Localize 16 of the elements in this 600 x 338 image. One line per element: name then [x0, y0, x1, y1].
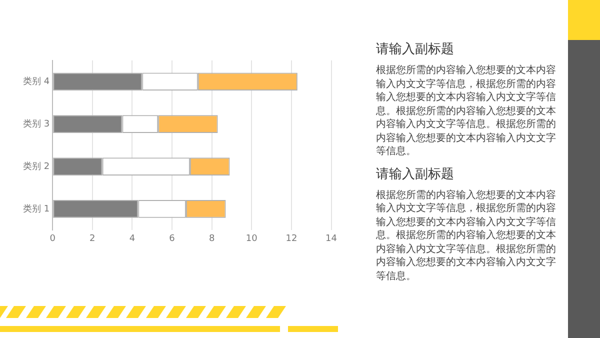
y-tick-label: 类别 1: [22, 203, 50, 214]
y-tick-label: 类别 3: [22, 118, 50, 130]
text: 根据您所需的内容输入您想要的文本内容输入内文文字等信息，根据您所需的内容输入您想要的文本内容输入内文文字等信息。根据您所需的内容输入您想要的文本内容输入内文文字等信息。根据您所需的内容输入您想要的文本内容输入内文文字等信息。: [376, 64, 557, 158]
x-tick-label: 0: [50, 234, 56, 244]
x-tick-label: 8: [208, 234, 215, 244]
text: 请输入副标题: [376, 166, 455, 182]
text: 根据您所需的内容输入您想要的文本内容输入内文文字等信息，根据您所需的内容输入您想要的文本内容输入内文文字等信息。根据您所需的内容输入您想要的文本内容输入内文文字等信息。根据您所需的内容输入您想要的文本内容输入内文文字等信息。: [376, 188, 557, 283]
y-tick-label: 类别 2: [22, 160, 50, 172]
x-tick-label: 6: [169, 234, 176, 244]
x-tick-label: 2: [90, 234, 96, 244]
y-tick-label: 类别 4: [22, 76, 50, 87]
x-tick-label: 4: [129, 234, 136, 244]
text: 请输入副标题: [376, 41, 455, 58]
x-tick-label: 12: [286, 234, 298, 244]
x-tick-label: 10: [246, 234, 258, 244]
x-tick-label: 14: [326, 234, 338, 244]
